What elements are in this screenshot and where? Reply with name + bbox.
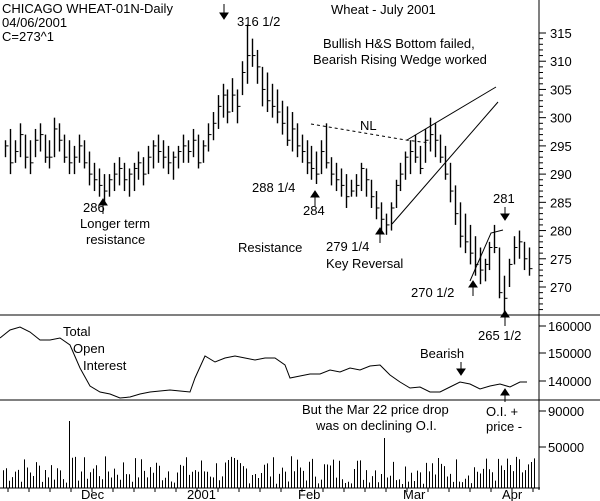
note-line-2: Bearish Rising Wedge worked — [313, 52, 487, 67]
note-line-1: Bullish H&S Bottom failed, — [323, 36, 475, 51]
time-tick-label: 2001 — [187, 487, 216, 501]
volume-tick-label: 90000 — [548, 404, 584, 419]
chart-title: Wheat - July 2001 — [331, 2, 436, 17]
oi-plus-label: O.I. + — [486, 404, 518, 419]
time-tick-label: Feb — [298, 487, 320, 501]
oi-label-total: Total — [63, 324, 91, 339]
price-tick-label: 295 — [550, 139, 572, 154]
oi-tick-label: 150000 — [548, 346, 591, 361]
peak-label: 316 1/2 — [237, 14, 280, 29]
label-284: 284 — [303, 203, 325, 218]
key-reversal-label: Key Reversal — [326, 256, 403, 271]
neckline — [310, 123, 431, 144]
resistance-label-b: Resistance — [238, 240, 302, 255]
price-bar-group — [4, 24, 533, 313]
header-line-2: 04/06/2001 — [2, 15, 67, 30]
longer-term-label: Longer term — [80, 216, 150, 231]
price-tick-label: 315 — [550, 26, 572, 41]
flag-lines — [469, 229, 504, 282]
volume-bar-group — [3, 421, 535, 488]
price-tick-label: 285 — [550, 195, 572, 210]
time-tick-label: Dec — [81, 487, 105, 501]
oi-label-open: Open — [73, 341, 105, 356]
price-tick-label: 290 — [550, 167, 572, 182]
wedge-upper-line — [406, 86, 497, 141]
oi-tick-label: 140000 — [548, 374, 591, 389]
open-interest-line — [0, 326, 527, 399]
price-tick-label: 275 — [550, 252, 572, 267]
price-tick-label: 300 — [550, 111, 572, 126]
oi-tick-group: 160000 150000 140000 — [539, 319, 591, 389]
header-line-3: C=273^1 — [2, 29, 54, 44]
label-279: 279 1/4 — [326, 239, 369, 254]
time-tick-label: Apr — [502, 487, 523, 501]
label-288: 288 1/4 — [252, 180, 295, 195]
price-minus-label: price - — [486, 419, 522, 434]
annotation-arrows — [98, 4, 510, 402]
volume-tick-group: 90000 50000 — [539, 404, 584, 455]
label-270: 270 1/2 — [411, 285, 454, 300]
header-line-1: CHICAGO WHEAT-01N-Daily — [2, 1, 173, 16]
oi-note-1: But the Mar 22 price drop — [302, 402, 449, 417]
price-tick-label: 280 — [550, 224, 572, 239]
time-tick-group: Dec 2001 Feb Mar Apr — [7, 487, 534, 501]
oi-tick-label: 160000 — [548, 319, 591, 334]
oi-label-interest: Interest — [83, 358, 127, 373]
label-281: 281 — [493, 191, 515, 206]
neckline-label: NL — [360, 118, 377, 133]
volume-tick-label: 50000 — [548, 440, 584, 455]
bearish-label: Bearish — [420, 346, 464, 361]
resistance-label-a: resistance — [86, 232, 145, 247]
price-tick-label: 270 — [550, 280, 572, 295]
price-tick-label: 310 — [550, 54, 572, 69]
price-tick-label: 305 — [550, 82, 572, 97]
price-tick-group: 315 310 305 300 295 290 285 280 275 270 — [539, 26, 572, 311]
time-tick-label: Mar — [403, 487, 426, 501]
oi-note-2: was on declining O.I. — [315, 418, 437, 433]
label-265: 265 1/2 — [478, 328, 521, 343]
